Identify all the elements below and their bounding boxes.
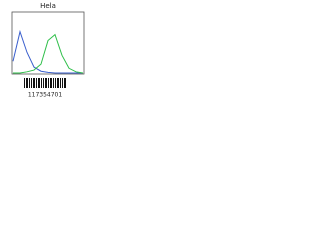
barcode-number: 117354701 — [28, 92, 63, 99]
plot-frame — [11, 11, 85, 75]
barcode — [24, 78, 66, 88]
series-line — [13, 33, 84, 74]
chart-title: Hela — [40, 2, 56, 10]
series-line — [12, 29, 83, 74]
chart: Hela 117354701 — [11, 2, 85, 99]
